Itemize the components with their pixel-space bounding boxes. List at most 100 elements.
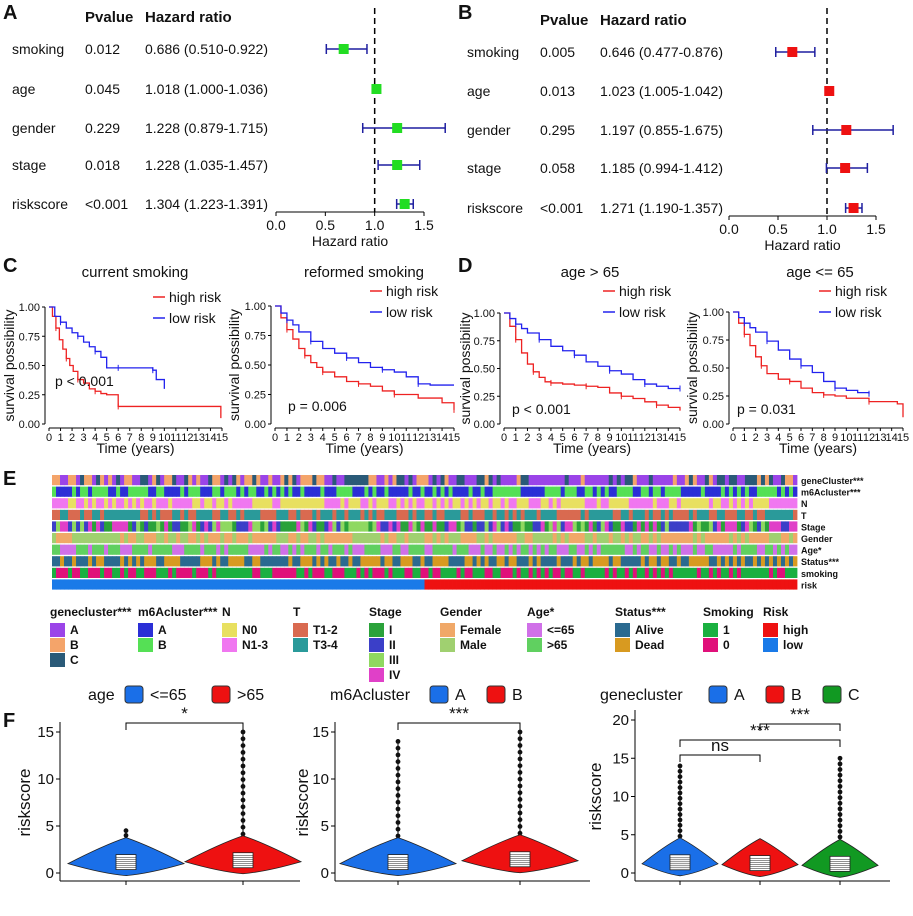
km-x-ticklabel: 1 <box>284 432 290 444</box>
heatmap-cell <box>204 533 209 544</box>
heatmap-cell <box>696 556 702 567</box>
heatmap-cell <box>464 579 469 590</box>
heatmap-cell <box>204 486 209 497</box>
violin-outlier <box>240 743 246 749</box>
violin-outlier <box>837 817 843 823</box>
heatmap-cell <box>792 486 798 497</box>
heatmap-legend-swatch <box>440 638 455 652</box>
heatmap-legend-swatch <box>50 623 65 637</box>
heatmap-cell <box>188 556 193 567</box>
heatmap-cell <box>296 509 301 520</box>
heatmap-cell <box>116 521 121 532</box>
heatmap-cell <box>80 521 85 532</box>
heatmap-cell <box>756 509 762 520</box>
heatmap-cell <box>760 556 766 567</box>
heatmap-cell <box>480 486 485 497</box>
heatmap-cell <box>316 556 321 567</box>
heatmap-cell <box>344 544 349 555</box>
heatmap-cell <box>608 579 614 590</box>
heatmap-cell <box>76 567 81 578</box>
heatmap-cell <box>132 567 137 578</box>
heatmap-legend-label: Dead <box>635 638 664 652</box>
heatmap-cell <box>524 579 530 590</box>
heatmap-cell <box>780 486 786 497</box>
heatmap-cell <box>596 486 602 497</box>
heatmap-cell <box>756 556 762 567</box>
heatmap-cell <box>172 486 177 497</box>
significance-bracket <box>759 723 841 731</box>
heatmap-cell <box>112 509 117 520</box>
violin-y-ticklabel: 10 <box>312 771 329 788</box>
heatmap-cell <box>148 509 153 520</box>
heatmap-cell <box>228 498 233 509</box>
heatmap-cell <box>628 544 634 555</box>
heatmap-cell <box>640 509 646 520</box>
heatmap-cell <box>732 498 738 509</box>
forest-header-pvalue: Pvalue <box>85 9 133 26</box>
heatmap-cell <box>488 556 493 567</box>
heatmap-cell <box>772 486 778 497</box>
heatmap-cell <box>512 509 518 520</box>
heatmap-cell <box>784 521 790 532</box>
heatmap-cell <box>472 579 477 590</box>
heatmap-cell <box>656 521 662 532</box>
heatmap-cell <box>688 521 694 532</box>
heatmap-cell <box>76 475 81 486</box>
heatmap-cell <box>792 567 798 578</box>
heatmap-cell <box>112 521 117 532</box>
heatmap-cell <box>636 567 642 578</box>
heatmap-cell <box>744 509 750 520</box>
heatmap-cell <box>680 567 686 578</box>
heatmap-cell <box>640 498 646 509</box>
heatmap-cell <box>728 533 734 544</box>
heatmap-cell <box>476 486 481 497</box>
heatmap-cell <box>168 498 173 509</box>
heatmap-cell <box>56 567 61 578</box>
heatmap-cell <box>108 556 113 567</box>
heatmap-cell <box>580 533 586 544</box>
heatmap-cell <box>396 486 401 497</box>
violin-legend-label: A <box>734 687 745 704</box>
heatmap-cell <box>712 567 718 578</box>
heatmap-cell <box>436 509 441 520</box>
heatmap-cell <box>700 509 706 520</box>
heatmap-cell <box>192 544 197 555</box>
heatmap-cell <box>592 521 598 532</box>
heatmap-cell <box>764 521 770 532</box>
heatmap-legend-swatch <box>703 623 718 637</box>
heatmap-cell <box>652 475 658 486</box>
heatmap-cell <box>624 533 630 544</box>
heatmap-cell <box>116 567 121 578</box>
heatmap-cell <box>160 521 165 532</box>
heatmap-cell <box>340 579 345 590</box>
heatmap-cell <box>412 556 417 567</box>
heatmap-cell <box>476 509 481 520</box>
violin-y-ticklabel: 5 <box>46 818 54 835</box>
violin-outlier <box>517 770 523 775</box>
km-x-ticklabel: 8 <box>821 432 827 444</box>
heatmap-cell <box>788 556 794 567</box>
heatmap-cell <box>484 567 489 578</box>
heatmap-cell <box>300 579 305 590</box>
km-y-ticklabel: 0.75 <box>245 331 266 343</box>
heatmap-cell <box>740 567 746 578</box>
heatmap-legend-title: Risk <box>763 605 789 619</box>
heatmap-cell <box>224 556 229 567</box>
heatmap-cell <box>392 486 397 497</box>
heatmap-cell <box>52 498 57 509</box>
heatmap-cell <box>448 521 453 532</box>
heatmap-row <box>52 486 798 497</box>
heatmap-cell <box>376 544 381 555</box>
heatmap-cell <box>420 509 425 520</box>
heatmap-cell <box>468 475 473 486</box>
heatmap-cell <box>528 486 534 497</box>
forest-row-label: gender <box>12 120 56 136</box>
heatmap-cell <box>408 475 413 486</box>
heatmap-cell <box>264 579 269 590</box>
hr-marker <box>399 199 410 209</box>
heatmap-cell <box>580 544 586 555</box>
significance-label: * <box>181 704 188 723</box>
heatmap-cell <box>308 544 313 555</box>
heatmap-cell <box>500 509 506 520</box>
heatmap-cell <box>408 486 413 497</box>
